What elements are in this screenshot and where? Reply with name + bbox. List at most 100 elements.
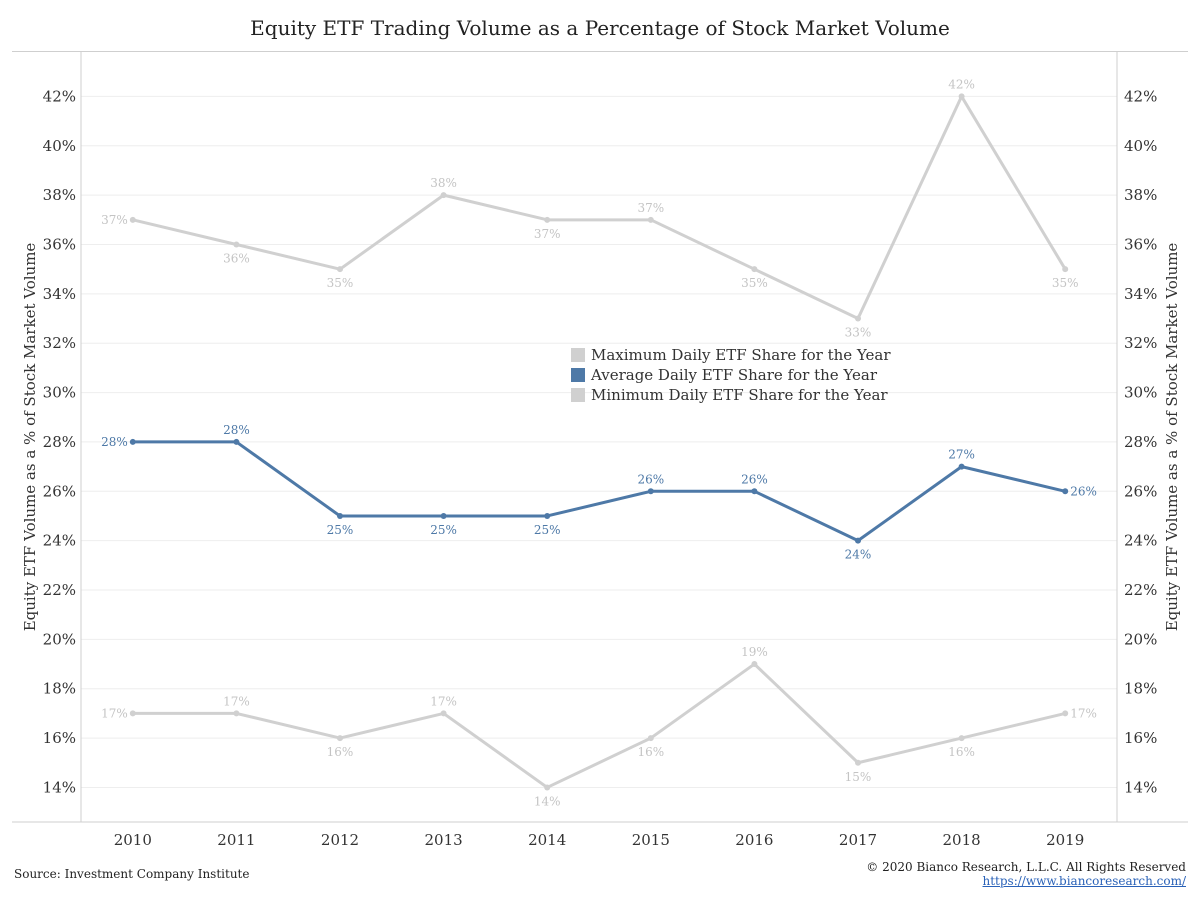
x-tick-label: 2017	[839, 831, 877, 849]
y-tick-label-right: 22%	[1124, 581, 1157, 599]
data-point	[751, 661, 758, 668]
data-point	[855, 759, 861, 766]
y-tick-label-left: 14%	[43, 778, 76, 796]
data-point	[440, 512, 447, 519]
data-label: 38%	[430, 176, 457, 190]
data-label: 17%	[430, 694, 457, 708]
data-label: 16%	[327, 745, 354, 759]
legend-swatch-average	[571, 368, 585, 382]
data-point	[751, 266, 758, 273]
chart-title: Equity ETF Trading Volume as a Percentag…	[250, 16, 950, 40]
data-point	[233, 438, 240, 445]
data-label: 28%	[223, 423, 250, 437]
y-tick-label-left: 18%	[43, 680, 76, 698]
source-note: Source: Investment Company Institute	[14, 867, 250, 881]
y-tick-label-right: 38%	[1124, 186, 1157, 204]
data-point	[958, 735, 965, 742]
series-line-1	[132, 440, 1066, 543]
y-tick-label-left: 40%	[43, 137, 76, 155]
data-label: 26%	[1070, 484, 1097, 498]
data-label: 16%	[948, 745, 975, 759]
legend: Maximum Daily ETF Share for the Year Ave…	[571, 345, 891, 405]
y-tick-label-right: 16%	[1124, 729, 1157, 747]
data-point	[440, 710, 447, 717]
data-label: 19%	[741, 645, 768, 659]
data-point	[129, 710, 136, 717]
data-label: 37%	[101, 213, 128, 227]
y-tick-label-right: 20%	[1124, 630, 1157, 648]
data-point	[647, 735, 654, 742]
data-point	[233, 710, 240, 717]
y-tick-label-right: 24%	[1124, 532, 1157, 550]
y-tick-label-left: 34%	[43, 285, 76, 303]
data-point	[751, 488, 758, 495]
website-link[interactable]: https://www.biancoresearch.com/	[982, 874, 1186, 888]
data-label: 17%	[101, 706, 128, 720]
y-tick-label-left: 38%	[43, 186, 76, 204]
data-label: 27%	[948, 448, 975, 462]
y-tick-label-right: 18%	[1124, 680, 1157, 698]
data-point	[129, 216, 136, 223]
x-tick-label: 2012	[321, 831, 359, 849]
data-label: 26%	[637, 472, 664, 486]
data-label: 24%	[845, 548, 872, 562]
data-point	[855, 537, 861, 544]
y-tick-label-left: 42%	[43, 87, 76, 105]
x-tick-label: 2018	[943, 831, 981, 849]
y-tick-label-left: 16%	[43, 729, 76, 747]
data-point	[544, 512, 551, 519]
data-label: 25%	[430, 523, 457, 537]
y-tick-label-right: 36%	[1124, 236, 1157, 254]
data-label: 15%	[845, 770, 872, 784]
data-label: 35%	[741, 276, 768, 290]
data-label: 17%	[223, 694, 250, 708]
y-tick-label-right: 40%	[1124, 137, 1157, 155]
y-tick-label-right: 42%	[1124, 87, 1157, 105]
data-label: 25%	[534, 523, 561, 537]
series-line-2	[132, 662, 1066, 789]
y-tick-label-right: 28%	[1124, 433, 1157, 451]
data-label: 36%	[223, 252, 250, 266]
y-axis-title-left: Equity ETF Volume as a % of Stock Market…	[21, 243, 39, 632]
x-tick-label: 2016	[735, 831, 773, 849]
y-tick-label-right: 26%	[1124, 482, 1157, 500]
legend-label-maximum: Maximum Daily ETF Share for the Year	[591, 346, 891, 364]
x-tick-label: 2014	[528, 831, 566, 849]
y-tick-label-right: 32%	[1124, 334, 1157, 352]
data-label: 26%	[741, 472, 768, 486]
y-tick-label-left: 24%	[43, 532, 76, 550]
data-label: 37%	[534, 227, 561, 241]
y-tick-label-left: 32%	[43, 334, 76, 352]
legend-item-minimum: Minimum Daily ETF Share for the Year	[571, 385, 891, 405]
data-label: 35%	[1052, 276, 1079, 290]
data-point	[544, 784, 551, 791]
x-tick-label: 2019	[1046, 831, 1084, 849]
data-label: 14%	[534, 794, 561, 808]
y-tick-label-right: 30%	[1124, 384, 1157, 402]
title-divider	[12, 51, 1188, 52]
legend-swatch-maximum	[571, 348, 585, 362]
data-point	[1062, 266, 1069, 273]
legend-item-maximum: Maximum Daily ETF Share for the Year	[571, 345, 891, 365]
y-tick-label-left: 36%	[43, 236, 76, 254]
data-label: 17%	[1070, 706, 1097, 720]
data-point	[958, 463, 965, 470]
data-point	[544, 216, 551, 223]
legend-label-minimum: Minimum Daily ETF Share for the Year	[591, 386, 888, 404]
data-point	[647, 216, 654, 223]
data-point	[129, 438, 136, 445]
data-point	[337, 512, 343, 519]
legend-swatch-minimum	[571, 388, 585, 402]
data-point	[337, 266, 343, 273]
y-tick-label-left: 26%	[43, 482, 76, 500]
x-tick-label: 2013	[425, 831, 463, 849]
data-point	[958, 93, 965, 100]
data-point	[1062, 710, 1069, 717]
data-point	[855, 315, 861, 322]
data-label: 16%	[637, 745, 664, 759]
legend-item-average: Average Daily ETF Share for the Year	[571, 365, 891, 385]
y-tick-label-left: 30%	[43, 384, 76, 402]
y-tick-label-left: 20%	[43, 630, 76, 648]
x-tick-label: 2011	[217, 831, 255, 849]
